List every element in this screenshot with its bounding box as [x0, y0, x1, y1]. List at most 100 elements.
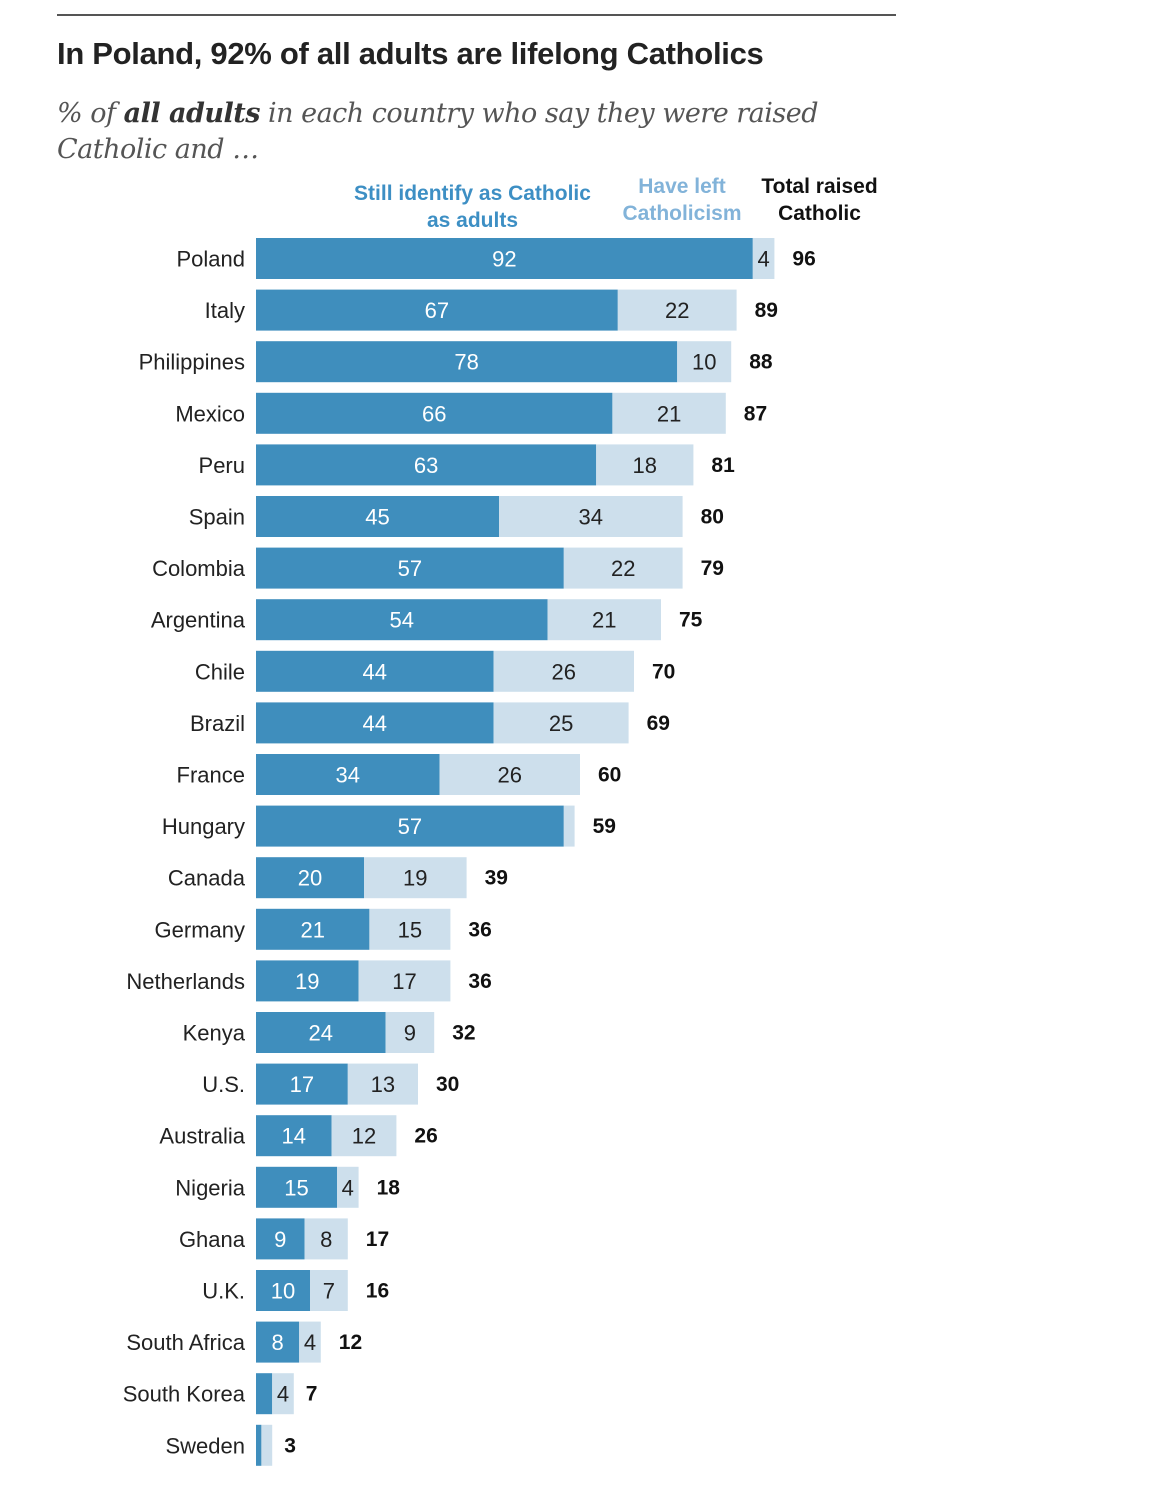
- data-label: 10: [692, 350, 716, 375]
- category-label: Nigeria: [175, 1175, 245, 1200]
- bar-left-catholicism: [677, 341, 732, 383]
- bar-still-catholic: [256, 908, 370, 950]
- data-label: 92: [492, 247, 516, 272]
- bar-left-catholicism: [596, 444, 694, 486]
- data-label: 44: [363, 659, 387, 684]
- category-label: U.S.: [202, 1072, 245, 1097]
- category-label: France: [177, 763, 245, 788]
- category-label: South Korea: [123, 1382, 246, 1407]
- data-label: 57: [398, 556, 422, 581]
- bar-still-catholic: [256, 1270, 310, 1311]
- data-label: 19: [403, 866, 427, 891]
- bar-still-catholic: [256, 702, 494, 744]
- data-label: 12: [352, 1124, 376, 1149]
- data-label: 22: [611, 556, 635, 581]
- data-label: 10: [271, 1279, 295, 1304]
- bar-left-catholicism: [304, 1218, 348, 1260]
- data-label: 8: [320, 1227, 332, 1252]
- data-label: 4: [277, 1382, 289, 1407]
- data-label: 21: [657, 401, 681, 426]
- total-label: 80: [701, 506, 724, 529]
- bar-still-catholic: [256, 547, 564, 589]
- data-label: 26: [498, 763, 522, 788]
- data-label: 4: [757, 247, 769, 272]
- data-label: 34: [336, 763, 360, 788]
- bar-still-catholic: [256, 754, 440, 795]
- bar-still-catholic: [256, 289, 618, 331]
- data-label: 25: [549, 711, 573, 736]
- total-label: 39: [485, 867, 508, 890]
- total-label: 26: [414, 1125, 437, 1148]
- data-label: 21: [300, 917, 324, 942]
- bar-still-catholic: [256, 1218, 305, 1260]
- subtitle-prefix: % of: [57, 98, 124, 129]
- data-label: 63: [414, 453, 438, 478]
- subtitle-suffix: in each country who say they were raised…: [57, 98, 819, 165]
- bar-left-catholicism: [439, 754, 580, 795]
- total-label: 88: [749, 351, 773, 374]
- bar-still-catholic: [256, 650, 494, 692]
- legend-left-catholicism: Have left Catholicism: [622, 175, 742, 225]
- bar-left-catholicism: [369, 908, 451, 950]
- data-label: 13: [371, 1072, 395, 1097]
- category-label: Italy: [205, 298, 245, 323]
- total-label: 60: [598, 764, 621, 787]
- category-label: Colombia: [152, 556, 246, 581]
- category-label: Spain: [189, 505, 245, 530]
- category-label: Netherlands: [126, 969, 245, 994]
- bar-still-catholic: [256, 1115, 332, 1157]
- category-label: Poland: [176, 247, 245, 272]
- data-label: 18: [633, 453, 657, 478]
- total-label: 79: [701, 557, 724, 580]
- bar-still-catholic: [256, 1373, 273, 1415]
- bar-still-catholic: [256, 805, 564, 847]
- bar-still-catholic: [256, 1012, 386, 1053]
- data-label: 7: [323, 1279, 335, 1304]
- data-label: 57: [398, 814, 422, 839]
- bar-still-catholic: [256, 1321, 300, 1363]
- bar-still-catholic: [256, 341, 678, 383]
- total-label: 96: [792, 248, 815, 271]
- bar-still-catholic: [256, 238, 753, 279]
- data-label: 45: [365, 505, 389, 530]
- category-label: Peru: [199, 453, 245, 478]
- total-label: 59: [593, 815, 616, 838]
- data-label: 8: [271, 1330, 283, 1355]
- total-label: 81: [711, 454, 735, 477]
- data-label: 19: [295, 969, 319, 994]
- category-label: Germany: [155, 917, 245, 942]
- category-label: Philippines: [139, 350, 245, 375]
- data-label: 44: [363, 711, 387, 736]
- total-label: 69: [647, 712, 670, 735]
- bar-left-catholicism: [347, 1063, 418, 1105]
- bar-left-catholicism: [493, 702, 629, 744]
- total-label: 36: [468, 970, 491, 993]
- total-label: 87: [744, 402, 767, 425]
- total-label: 3: [284, 1434, 296, 1457]
- data-label: 9: [274, 1227, 286, 1252]
- bar-left-catholicism: [299, 1321, 321, 1363]
- data-label: 22: [665, 298, 689, 323]
- total-label: 16: [366, 1280, 389, 1303]
- data-label: 9: [404, 1021, 416, 1046]
- total-label: 75: [679, 609, 703, 632]
- data-label: 15: [398, 917, 422, 942]
- category-label: South Africa: [126, 1330, 245, 1355]
- chart-title: In Poland, 92% of all adults are lifelon…: [57, 36, 764, 71]
- total-label: 12: [339, 1331, 362, 1354]
- category-label: Sweden: [165, 1433, 245, 1458]
- total-label: 30: [436, 1073, 459, 1096]
- bar-still-catholic: [256, 1424, 262, 1466]
- category-label: Mexico: [175, 401, 245, 426]
- bar-still-catholic: [256, 496, 499, 537]
- data-label: 67: [425, 298, 449, 323]
- bar-left-catholicism: [493, 650, 634, 692]
- bar-left-catholicism: [547, 599, 661, 641]
- bar-left-catholicism: [261, 1424, 273, 1466]
- bar-left-catholicism: [563, 547, 683, 589]
- data-label: 54: [390, 608, 414, 633]
- category-label: Argentina: [151, 608, 246, 633]
- legend-total: Total raised Catholic: [761, 175, 878, 225]
- bar-left-catholicism: [364, 857, 467, 899]
